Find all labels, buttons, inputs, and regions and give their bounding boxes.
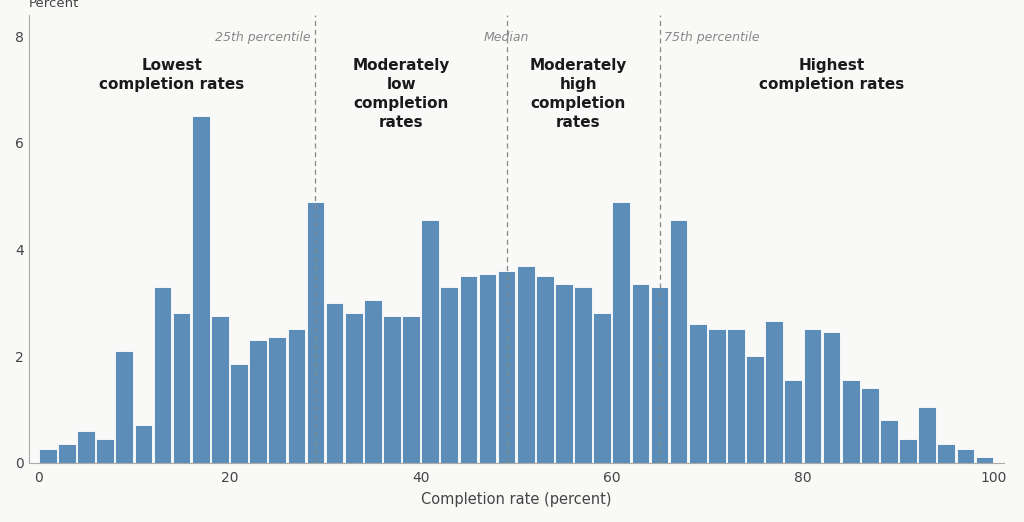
Bar bbox=[77, 431, 95, 462]
Text: Percent: Percent bbox=[29, 0, 79, 10]
Bar bbox=[746, 356, 764, 462]
Bar bbox=[116, 351, 133, 462]
Bar bbox=[976, 457, 993, 462]
Bar bbox=[364, 300, 382, 462]
Bar bbox=[306, 201, 325, 462]
Bar bbox=[784, 380, 802, 462]
Bar bbox=[632, 284, 649, 462]
Bar bbox=[804, 329, 821, 462]
Bar bbox=[134, 425, 153, 462]
Bar bbox=[326, 303, 343, 462]
Text: Moderately
high
completion
rates: Moderately high completion rates bbox=[529, 57, 627, 130]
Bar bbox=[288, 329, 305, 462]
Bar bbox=[249, 340, 267, 462]
Bar bbox=[689, 324, 707, 462]
Text: 25th percentile: 25th percentile bbox=[215, 31, 310, 44]
Bar bbox=[478, 274, 497, 462]
Bar bbox=[842, 380, 859, 462]
Text: Median: Median bbox=[484, 31, 529, 44]
Text: Moderately
low
completion
rates: Moderately low completion rates bbox=[353, 57, 451, 130]
Bar bbox=[956, 449, 974, 462]
Bar bbox=[555, 284, 572, 462]
Bar bbox=[574, 287, 592, 462]
Bar bbox=[593, 314, 611, 462]
Bar bbox=[191, 116, 210, 462]
Bar bbox=[383, 316, 400, 462]
Bar bbox=[612, 201, 630, 462]
Bar bbox=[211, 316, 228, 462]
Bar bbox=[173, 314, 190, 462]
Bar bbox=[670, 220, 687, 462]
Bar bbox=[460, 276, 477, 462]
Bar bbox=[96, 438, 114, 462]
Bar bbox=[517, 266, 535, 462]
Text: Lowest
completion rates: Lowest completion rates bbox=[99, 57, 245, 92]
Bar bbox=[880, 420, 898, 462]
Bar bbox=[440, 287, 458, 462]
X-axis label: Completion rate (percent): Completion rate (percent) bbox=[421, 492, 611, 507]
Text: Highest
completion rates: Highest completion rates bbox=[759, 57, 904, 92]
Bar bbox=[899, 438, 916, 462]
Bar bbox=[708, 329, 726, 462]
Bar bbox=[822, 332, 841, 462]
Bar bbox=[650, 287, 669, 462]
Bar bbox=[39, 449, 56, 462]
Bar bbox=[154, 287, 171, 462]
Bar bbox=[861, 388, 879, 462]
Bar bbox=[345, 314, 362, 462]
Bar bbox=[498, 271, 515, 462]
Bar bbox=[402, 316, 420, 462]
Bar bbox=[58, 444, 76, 462]
Bar bbox=[765, 322, 783, 462]
Bar bbox=[421, 220, 439, 462]
Bar bbox=[230, 364, 248, 462]
Text: 75th percentile: 75th percentile bbox=[665, 31, 760, 44]
Bar bbox=[727, 329, 744, 462]
Bar bbox=[919, 407, 936, 462]
Bar bbox=[536, 276, 554, 462]
Bar bbox=[937, 444, 955, 462]
Bar bbox=[268, 337, 286, 462]
